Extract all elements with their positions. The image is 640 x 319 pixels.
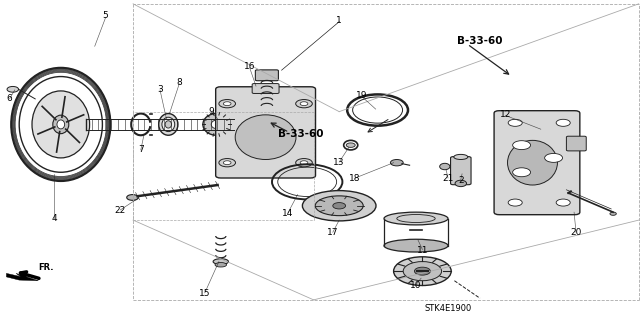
Circle shape <box>556 199 570 206</box>
Ellipse shape <box>384 212 448 225</box>
Circle shape <box>556 119 570 126</box>
FancyBboxPatch shape <box>252 84 279 93</box>
FancyBboxPatch shape <box>255 70 278 81</box>
Ellipse shape <box>32 91 90 158</box>
Text: FR.: FR. <box>38 263 54 272</box>
Ellipse shape <box>19 77 102 172</box>
Ellipse shape <box>415 267 431 275</box>
FancyBboxPatch shape <box>566 136 586 151</box>
Text: 16: 16 <box>244 63 255 71</box>
Circle shape <box>300 161 308 165</box>
Ellipse shape <box>454 154 468 160</box>
Ellipse shape <box>162 117 175 132</box>
Ellipse shape <box>403 262 442 281</box>
Circle shape <box>296 159 312 167</box>
Ellipse shape <box>610 212 616 215</box>
Circle shape <box>513 168 531 177</box>
Text: 7: 7 <box>138 145 143 154</box>
Ellipse shape <box>52 115 69 134</box>
Ellipse shape <box>235 115 296 160</box>
Ellipse shape <box>440 163 450 170</box>
Circle shape <box>390 160 403 166</box>
Ellipse shape <box>7 86 19 92</box>
Text: 20: 20 <box>570 228 582 237</box>
Text: 15: 15 <box>199 289 211 298</box>
Circle shape <box>508 199 522 206</box>
Text: 18: 18 <box>349 174 361 183</box>
Text: 8: 8 <box>177 78 182 87</box>
Text: 17: 17 <box>327 228 339 237</box>
Text: 22: 22 <box>115 206 126 215</box>
Text: 1: 1 <box>337 16 342 25</box>
Text: 3: 3 <box>157 85 163 94</box>
Text: 2: 2 <box>458 176 463 185</box>
Circle shape <box>545 153 563 162</box>
Text: STK4E1900: STK4E1900 <box>424 304 472 313</box>
Ellipse shape <box>127 195 138 200</box>
Circle shape <box>333 203 346 209</box>
Text: 9: 9 <box>209 107 214 116</box>
Text: 19: 19 <box>356 91 367 100</box>
Ellipse shape <box>215 263 227 267</box>
Polygon shape <box>6 273 38 281</box>
Ellipse shape <box>211 120 221 129</box>
Text: 11: 11 <box>417 246 428 255</box>
Ellipse shape <box>303 191 376 221</box>
Text: 12: 12 <box>500 110 511 119</box>
Text: 21: 21 <box>442 174 454 183</box>
Text: B-33-60: B-33-60 <box>278 129 324 139</box>
Text: B-33-60: B-33-60 <box>457 36 503 47</box>
Circle shape <box>346 143 355 147</box>
Text: 10: 10 <box>410 281 422 290</box>
Ellipse shape <box>394 257 451 286</box>
Ellipse shape <box>213 259 228 264</box>
Ellipse shape <box>165 121 172 128</box>
FancyBboxPatch shape <box>494 111 580 215</box>
Circle shape <box>296 100 312 108</box>
Circle shape <box>219 100 236 108</box>
Text: 4: 4 <box>52 214 57 223</box>
Text: 6: 6 <box>7 94 12 103</box>
Circle shape <box>508 119 522 126</box>
Circle shape <box>223 102 231 106</box>
Ellipse shape <box>384 239 448 252</box>
Ellipse shape <box>455 180 467 187</box>
Ellipse shape <box>508 140 557 185</box>
Ellipse shape <box>57 120 65 129</box>
Circle shape <box>513 141 531 150</box>
Ellipse shape <box>203 114 230 135</box>
FancyBboxPatch shape <box>216 87 316 178</box>
Text: 14: 14 <box>282 209 294 218</box>
Text: 5: 5 <box>103 11 108 20</box>
Circle shape <box>300 102 308 106</box>
Ellipse shape <box>159 114 178 135</box>
Ellipse shape <box>316 196 364 216</box>
Text: 13: 13 <box>333 158 345 167</box>
FancyBboxPatch shape <box>451 157 471 185</box>
Circle shape <box>223 161 231 165</box>
Circle shape <box>219 159 236 167</box>
